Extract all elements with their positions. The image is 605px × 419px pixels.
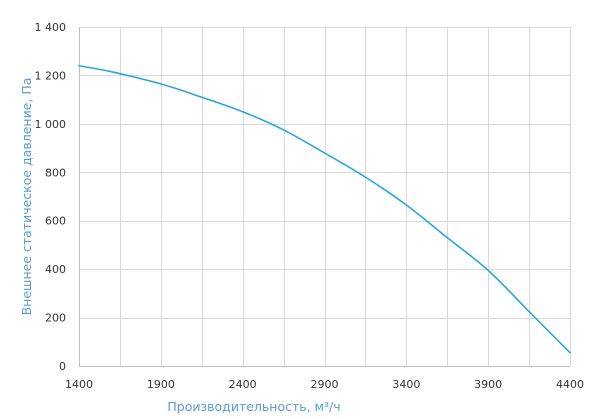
series-line-0 (78, 64, 571, 354)
y-tick-label: 200 (45, 312, 66, 325)
x-tick-label: 1900 (147, 378, 175, 391)
x-axis-title: Производительность, м³/ч (167, 399, 340, 414)
y-axis-title: Внешнее статическое давление, Па (19, 78, 34, 316)
y-tick-label: 1 400 (35, 21, 67, 34)
x-tick-label: 3900 (474, 378, 502, 391)
y-tick-label: 1 000 (35, 118, 67, 131)
x-tick-label: 1400 (65, 378, 93, 391)
x-tick-label: 4400 (556, 378, 584, 391)
x-tick-label: 2400 (229, 378, 257, 391)
y-tick-label: 600 (45, 215, 66, 228)
y-tick-label: 800 (45, 166, 66, 179)
series-layer (78, 64, 571, 354)
y-tick-label: 0 (59, 360, 66, 373)
y-tick-label: 1 200 (35, 69, 67, 82)
axis-layer (79, 27, 570, 367)
y-tick-label: 400 (45, 263, 66, 276)
grid-layer (79, 27, 571, 367)
x-tick-label: 2900 (311, 378, 339, 391)
label-layer: 0 200 400 600 800 1 000 1 200 1 400 1400 1900 2400… (35, 21, 585, 391)
x-tick-label: 3400 (392, 378, 420, 391)
